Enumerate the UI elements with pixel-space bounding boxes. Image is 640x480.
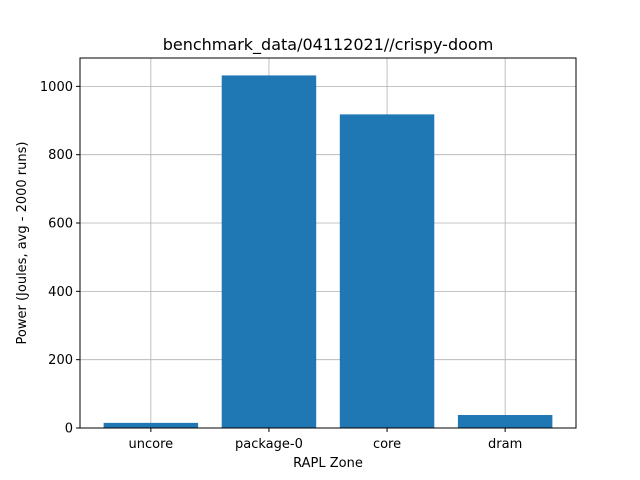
x-tick-label: uncore [129, 437, 174, 452]
bar-dram [457, 415, 553, 428]
y-tick-label: 200 [48, 353, 73, 368]
plot-frame [79, 57, 577, 429]
x-tick-label: dram [488, 437, 522, 452]
bar-core [339, 114, 435, 429]
x-axis-label: RAPL Zone [293, 456, 363, 471]
bar-uncore [103, 422, 199, 428]
y-axis-label: Power (Joules, avg - 2000 runs) [15, 142, 30, 345]
y-tick-label: 0 [65, 422, 73, 437]
x-tick-label: core [373, 437, 401, 452]
chart-title: benchmark_data/04112021//crispy-doom [163, 35, 494, 55]
bars [103, 75, 553, 429]
y-axis-ticks: 0 200 400 600 800 1000 [40, 80, 80, 437]
y-tick-label: 600 [48, 217, 73, 232]
y-tick-label: 800 [48, 148, 73, 163]
x-tick-label: package-0 [235, 437, 303, 452]
y-tick-label: 1000 [40, 80, 73, 95]
x-axis-ticks: uncore package-0 core dram [129, 428, 522, 452]
bar-package-0 [221, 75, 317, 428]
y-tick-label: 400 [48, 285, 73, 300]
